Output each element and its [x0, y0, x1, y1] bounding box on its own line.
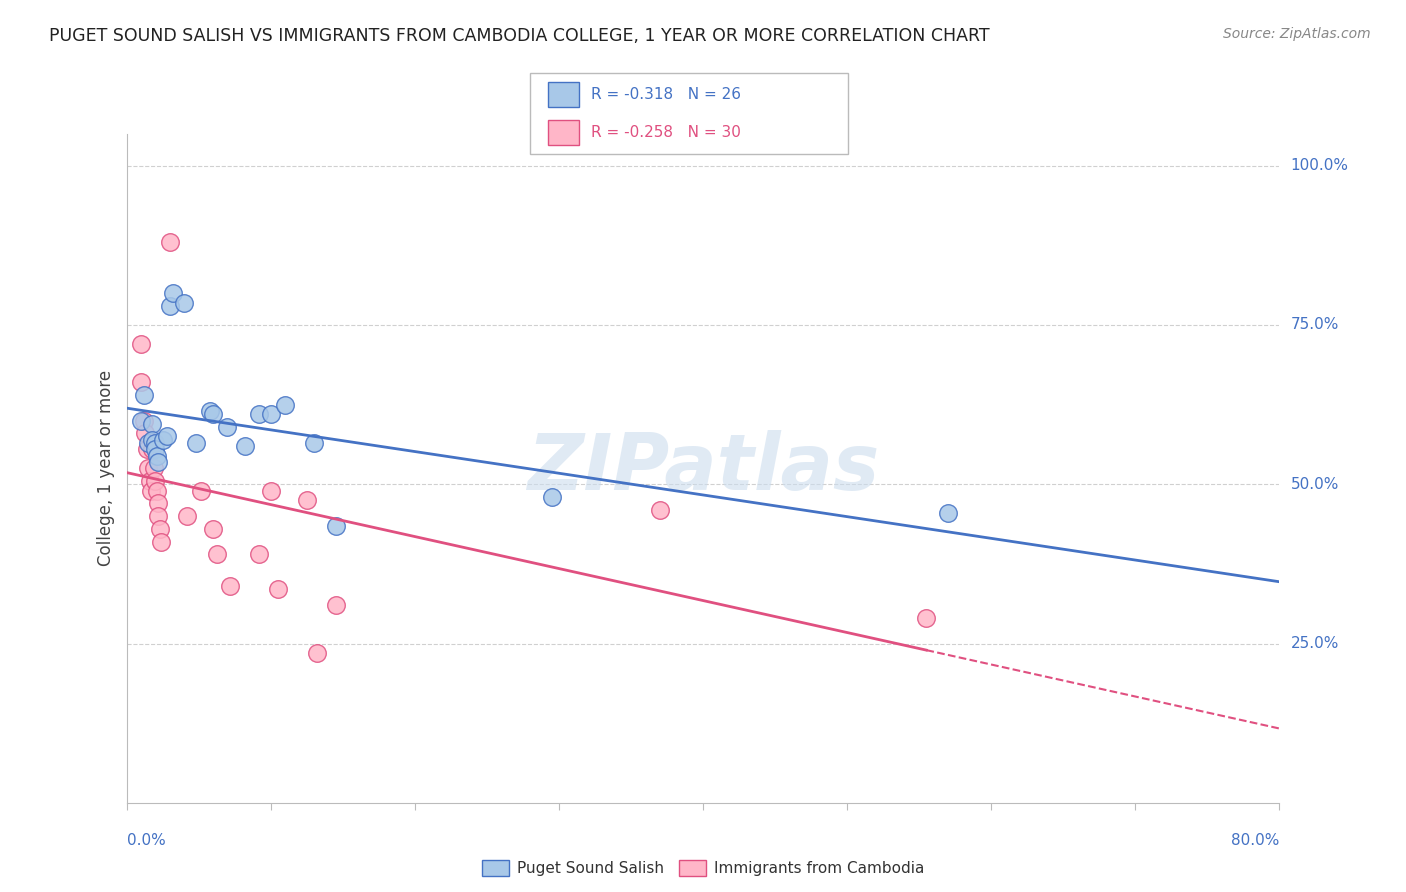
Point	[149, 522, 172, 536]
Point	[150, 534, 173, 549]
Point	[146, 483, 169, 498]
Point	[148, 496, 170, 510]
Point	[132, 388, 155, 402]
Point	[295, 493, 318, 508]
Point	[148, 455, 170, 469]
Point	[540, 490, 562, 504]
Point	[132, 413, 155, 427]
Text: Source: ZipAtlas.com: Source: ZipAtlas.com	[1223, 27, 1371, 41]
Point	[259, 483, 281, 498]
Text: ZIPatlas: ZIPatlas	[527, 430, 879, 507]
Point	[159, 235, 181, 249]
Legend: Puget Sound Salish, Immigrants from Cambodia: Puget Sound Salish, Immigrants from Camb…	[475, 854, 931, 882]
Point	[136, 461, 159, 475]
Text: 0.0%: 0.0%	[127, 833, 166, 848]
Point	[138, 474, 160, 488]
Y-axis label: College, 1 year or more: College, 1 year or more	[97, 370, 115, 566]
Text: 75.0%: 75.0%	[1291, 318, 1339, 333]
Point	[207, 547, 229, 561]
Point	[184, 435, 207, 450]
Point	[305, 646, 328, 660]
Point	[176, 509, 198, 524]
Point	[648, 502, 671, 516]
Point	[915, 611, 938, 625]
Point	[233, 439, 256, 453]
Point	[259, 407, 281, 421]
Point	[274, 398, 297, 412]
Point	[145, 474, 166, 488]
Point	[247, 407, 270, 421]
Point	[219, 579, 242, 593]
Point	[325, 599, 347, 613]
Point	[141, 417, 163, 431]
Point	[198, 404, 221, 418]
Point	[202, 522, 225, 536]
Point	[134, 426, 156, 441]
Point	[129, 337, 152, 351]
Point	[267, 582, 290, 597]
Point	[141, 442, 163, 457]
Point	[145, 435, 166, 450]
Point	[136, 435, 159, 450]
Point	[217, 420, 239, 434]
Point	[190, 483, 212, 498]
Point	[936, 506, 959, 520]
Point	[162, 286, 184, 301]
Point	[139, 483, 162, 498]
Point	[173, 295, 195, 310]
Point	[135, 442, 157, 457]
Point	[141, 433, 163, 447]
Text: R = -0.258   N = 30: R = -0.258 N = 30	[591, 125, 741, 140]
Point	[325, 518, 347, 533]
Text: 25.0%: 25.0%	[1291, 636, 1339, 651]
Point	[156, 429, 179, 443]
Point	[152, 433, 174, 447]
Text: R = -0.318   N = 26: R = -0.318 N = 26	[591, 87, 741, 103]
Text: 80.0%: 80.0%	[1232, 833, 1279, 848]
Point	[247, 547, 270, 561]
Text: 50.0%: 50.0%	[1291, 476, 1339, 491]
Point	[159, 299, 181, 313]
Point	[302, 435, 325, 450]
Point	[202, 407, 225, 421]
Point	[146, 449, 169, 463]
Point	[129, 413, 152, 427]
Text: PUGET SOUND SALISH VS IMMIGRANTS FROM CAMBODIA COLLEGE, 1 YEAR OR MORE CORRELATI: PUGET SOUND SALISH VS IMMIGRANTS FROM CA…	[49, 27, 990, 45]
Text: 100.0%: 100.0%	[1291, 158, 1348, 173]
Point	[145, 442, 166, 457]
Point	[129, 376, 152, 390]
Point	[142, 461, 165, 475]
Point	[148, 509, 170, 524]
